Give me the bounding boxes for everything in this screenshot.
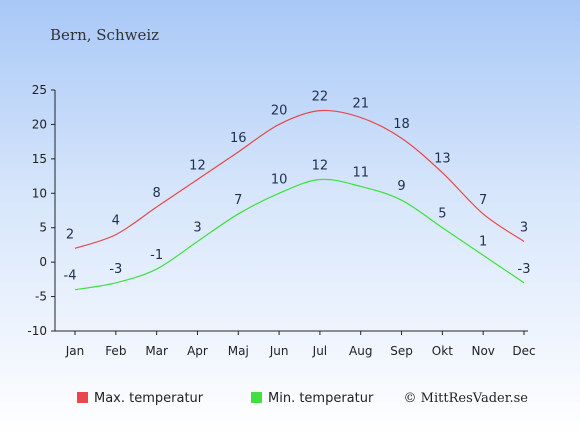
x-tick-label: Jan bbox=[65, 344, 85, 358]
y-tick-label: 10 bbox=[32, 186, 47, 200]
x-tick-label: Dec bbox=[512, 344, 535, 358]
x-tick-label: Mar bbox=[145, 344, 168, 358]
series-lines bbox=[74, 109, 525, 291]
data-label-min: 10 bbox=[271, 172, 288, 187]
y-tick-label: 15 bbox=[32, 152, 47, 166]
data-label-max: 21 bbox=[352, 97, 369, 112]
data-label-max: 13 bbox=[434, 152, 451, 167]
x-tick-label: Okt bbox=[432, 344, 453, 358]
data-label-min: 5 bbox=[438, 207, 446, 222]
data-label-max: 12 bbox=[189, 159, 206, 174]
y-tick-label: 5 bbox=[39, 221, 47, 235]
data-label-min: 3 bbox=[193, 220, 201, 235]
y-tick-label: 20 bbox=[32, 117, 47, 131]
credit-text: © MittResVader.se bbox=[404, 391, 529, 406]
x-tick-label: Jun bbox=[269, 344, 289, 358]
y-tick-label: -10 bbox=[27, 324, 47, 338]
data-label-min: 1 bbox=[479, 234, 487, 249]
y-tick-label: 0 bbox=[39, 255, 47, 269]
data-label-min: 12 bbox=[312, 159, 329, 174]
chart-title: Bern, Schweiz bbox=[50, 26, 159, 44]
x-tick-label: Aug bbox=[349, 344, 372, 358]
data-label-max: 4 bbox=[112, 214, 120, 229]
x-tick-label: Jul bbox=[312, 344, 327, 358]
legend-label-max: Max. temperatur bbox=[94, 391, 204, 406]
data-label-max: 20 bbox=[271, 103, 288, 118]
series-line-max bbox=[74, 109, 525, 249]
legend: Max. temperatur Min. temperatur bbox=[77, 391, 374, 406]
y-tick-label: -5 bbox=[35, 290, 47, 304]
legend-swatch-min bbox=[251, 392, 262, 403]
data-label-max: 16 bbox=[230, 131, 247, 146]
data-label-min: -1 bbox=[150, 248, 163, 263]
data-label-min: -3 bbox=[518, 262, 531, 277]
data-label-max: 3 bbox=[520, 220, 528, 235]
data-label-min: 9 bbox=[397, 179, 405, 194]
x-tick-label: Nov bbox=[471, 344, 494, 358]
data-label-min: 11 bbox=[352, 165, 369, 180]
data-label-max: 8 bbox=[152, 186, 160, 201]
data-label-min: 7 bbox=[234, 193, 242, 208]
x-tick-label: Sep bbox=[390, 344, 413, 358]
data-label-min: -4 bbox=[64, 269, 77, 284]
legend-swatch-max bbox=[77, 392, 88, 403]
y-tick-label: 25 bbox=[32, 83, 47, 97]
x-tick-label: Feb bbox=[105, 344, 126, 358]
series-line-min bbox=[74, 178, 525, 291]
data-labels: 2 4 8 12 16 20 22 21 18 13 7 3 -4 -3 -1 3 7 10 12 11 9 5 1 -3 bbox=[64, 90, 531, 284]
x-tick-label: Apr bbox=[187, 344, 208, 358]
data-label-max: 18 bbox=[393, 117, 410, 132]
legend-label-min: Min. temperatur bbox=[268, 391, 374, 406]
data-label-max: 7 bbox=[479, 193, 487, 208]
data-label-max: 2 bbox=[66, 227, 74, 242]
data-label-min: -3 bbox=[109, 262, 122, 277]
data-label-max: 22 bbox=[312, 90, 329, 105]
x-tick-label: Maj bbox=[228, 344, 249, 358]
